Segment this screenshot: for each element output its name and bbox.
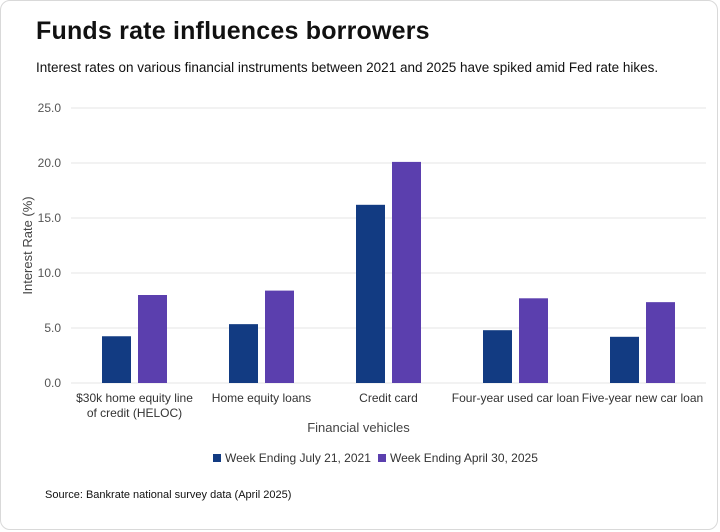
- y-tick-label-2: 10.0: [38, 266, 62, 280]
- legend-label-2: Week Ending April 30, 2025: [390, 451, 538, 465]
- y-tick-label-0: 0.0: [44, 376, 61, 390]
- bar-series2-cat3: [392, 161, 421, 383]
- bar-series1-cat4: [483, 330, 512, 383]
- legend-swatch-1: [213, 454, 221, 462]
- source-note: Source: Bankrate national survey data (A…: [45, 489, 292, 501]
- x-axis-title: Financial vehicles: [307, 420, 410, 435]
- x-tick-label-4: Four-year used car loan: [452, 391, 579, 405]
- bar-series2-cat2: [265, 290, 294, 383]
- y-axis-title: Interest Rate (%): [20, 196, 35, 294]
- y-tick-label-4: 20.0: [38, 156, 62, 170]
- x-tick-label-2: Home equity loans: [212, 391, 311, 405]
- x-tick-label-5: Five-year new car loan: [582, 391, 703, 405]
- bar-chart: 0.0 5.0 10.0 15.0 20.0 25.0 $30k home equity l…: [20, 101, 706, 465]
- bar-series2-cat5: [646, 302, 675, 383]
- x-tick-label-1-line1: $30k home equity line: [76, 391, 193, 405]
- bar-series1-cat2: [229, 324, 258, 383]
- bar-series1-cat1: [102, 336, 131, 383]
- x-tick-label-3: Credit card: [359, 391, 418, 405]
- chart-title: Funds rate influences borrowers: [36, 17, 430, 45]
- y-tick-label-3: 15.0: [38, 211, 62, 225]
- legend-label-1: Week Ending July 21, 2021: [225, 451, 371, 465]
- chart-subtitle: Interest rates on various financial inst…: [36, 60, 659, 75]
- bar-series2-cat1: [138, 295, 167, 383]
- bar-series1-cat5: [610, 336, 639, 383]
- bar-series2-cat4: [519, 298, 548, 383]
- legend-swatch-2: [378, 454, 386, 462]
- x-tick-label-1-line2: of credit (HELOC): [87, 406, 182, 420]
- y-tick-label-5: 25.0: [38, 101, 62, 115]
- bar-series1-cat3: [356, 204, 385, 383]
- y-tick-label-1: 5.0: [44, 321, 61, 335]
